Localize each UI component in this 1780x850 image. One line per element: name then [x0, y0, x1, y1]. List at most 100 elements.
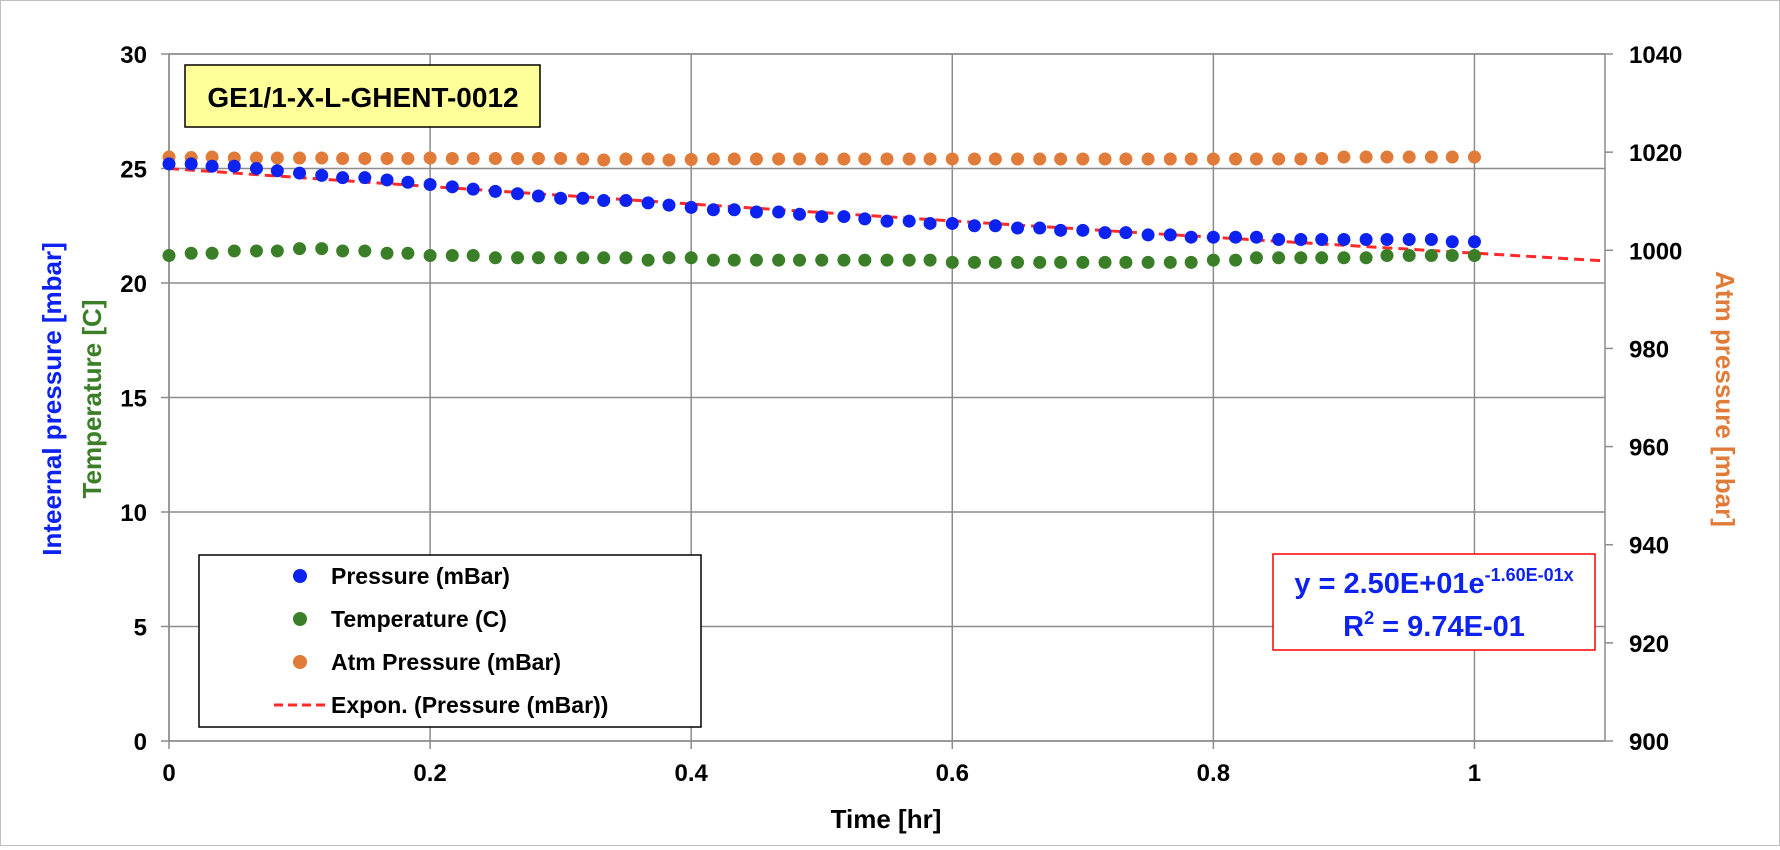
- point-temperature-c: [576, 251, 590, 265]
- point-temperature-c: [336, 244, 350, 258]
- x-tick-label: 0.2: [413, 760, 446, 787]
- point-temperature-c: [1033, 255, 1047, 269]
- point-atm-pressure-mbar: [423, 151, 437, 165]
- point-atm-pressure-mbar: [1294, 152, 1308, 166]
- point-temperature-c: [749, 253, 763, 267]
- point-temperature-c: [1163, 255, 1177, 269]
- point-temperature-c: [1380, 249, 1394, 263]
- y-left-tick-label: 15: [120, 386, 147, 413]
- point-atm-pressure-mbar: [706, 152, 720, 166]
- point-pressure-mbar: [1098, 226, 1112, 240]
- legend-label: Atm Pressure (mBar): [331, 649, 561, 675]
- point-temperature-c: [554, 251, 568, 265]
- point-temperature-c: [184, 246, 198, 260]
- y-left-tick-label: 25: [120, 157, 147, 184]
- point-pressure-mbar: [336, 171, 350, 185]
- point-temperature-c: [445, 249, 459, 263]
- x-tick-label: 0.4: [674, 760, 708, 787]
- y-left-tick-label: 20: [120, 271, 147, 298]
- tick-labels: 0510152025309009209409609801000102010400…: [120, 42, 1682, 787]
- point-atm-pressure-mbar: [315, 151, 329, 165]
- point-pressure-mbar: [162, 157, 176, 171]
- point-temperature-c: [967, 255, 981, 269]
- legend: Pressure (mBar) Temperature (C) Atm Pressu…: [198, 554, 702, 728]
- point-atm-pressure-mbar: [1359, 150, 1373, 164]
- point-pressure-mbar: [1402, 232, 1416, 246]
- point-temperature-c: [511, 251, 525, 265]
- point-pressure-mbar: [880, 214, 894, 228]
- point-temperature-c: [858, 253, 872, 267]
- point-atm-pressure-mbar: [511, 152, 525, 166]
- point-atm-pressure-mbar: [902, 152, 916, 166]
- point-atm-pressure-mbar: [945, 152, 959, 166]
- point-temperature-c: [727, 253, 741, 267]
- x-tick-label: 0.8: [1197, 760, 1230, 787]
- r-squared-value: = 9.74E-01: [1374, 611, 1525, 643]
- point-pressure-mbar: [945, 216, 959, 230]
- point-pressure-mbar: [184, 157, 198, 171]
- y-right-tick-label: 980: [1629, 336, 1669, 363]
- point-pressure-mbar: [749, 205, 763, 219]
- point-pressure-mbar: [1229, 230, 1243, 244]
- point-pressure-mbar: [684, 200, 698, 214]
- title-box-text: GE1/1-X-L-GHENT-0012: [207, 82, 518, 113]
- x-tick-label: 0.6: [936, 760, 969, 787]
- point-temperature-c: [988, 255, 1002, 269]
- point-atm-pressure-mbar: [1011, 152, 1025, 166]
- point-pressure-mbar: [923, 216, 937, 230]
- point-pressure-mbar: [815, 210, 829, 224]
- point-atm-pressure-mbar: [837, 152, 851, 166]
- point-pressure-mbar: [488, 184, 502, 198]
- point-temperature-c: [1098, 255, 1112, 269]
- point-pressure-mbar: [1359, 232, 1373, 246]
- trendline-r-squared: R2 = 9.74E-01: [1343, 608, 1525, 643]
- point-temperature-c: [793, 253, 807, 267]
- x-tick-label: 0: [162, 760, 175, 787]
- trendline-equation: y = 2.50E+01e-1.60E-01x: [1294, 565, 1573, 600]
- point-atm-pressure-mbar: [1445, 150, 1459, 164]
- point-atm-pressure-mbar: [1402, 150, 1416, 164]
- point-pressure-mbar: [793, 207, 807, 221]
- point-atm-pressure-mbar: [641, 152, 655, 166]
- point-atm-pressure-mbar: [1054, 152, 1068, 166]
- point-temperature-c: [923, 253, 937, 267]
- point-temperature-c: [1119, 255, 1133, 269]
- point-pressure-mbar: [988, 219, 1002, 233]
- point-pressure-mbar: [1011, 221, 1025, 235]
- point-atm-pressure-mbar: [358, 152, 372, 166]
- x-axis-label: Time [hr]: [831, 804, 942, 834]
- point-temperature-c: [1054, 255, 1068, 269]
- point-atm-pressure-mbar: [576, 152, 590, 166]
- point-atm-pressure-mbar: [684, 153, 698, 167]
- point-pressure-mbar: [772, 205, 786, 219]
- point-atm-pressure-mbar: [597, 153, 611, 167]
- y-left-tick-label: 30: [120, 42, 147, 69]
- point-pressure-mbar: [1424, 232, 1438, 246]
- point-atm-pressure-mbar: [967, 152, 981, 166]
- point-atm-pressure-mbar: [772, 152, 786, 166]
- point-atm-pressure-mbar: [1249, 152, 1263, 166]
- point-atm-pressure-mbar: [727, 152, 741, 166]
- point-atm-pressure-mbar: [1467, 150, 1481, 164]
- point-temperature-c: [1402, 249, 1416, 263]
- point-atm-pressure-mbar: [1141, 152, 1155, 166]
- point-pressure-mbar: [205, 159, 219, 173]
- y-left-tick-label: 5: [134, 615, 147, 642]
- point-atm-pressure-mbar: [1206, 152, 1220, 166]
- point-temperature-c: [1359, 251, 1373, 265]
- point-temperature-c: [1294, 251, 1308, 265]
- point-pressure-mbar: [1141, 228, 1155, 242]
- point-pressure-mbar: [380, 173, 394, 187]
- point-atm-pressure-mbar: [1315, 152, 1329, 166]
- point-pressure-mbar: [597, 194, 611, 208]
- point-atm-pressure-mbar: [619, 152, 633, 166]
- point-temperature-c: [380, 246, 394, 260]
- y-right-tick-label: 1040: [1629, 42, 1682, 69]
- point-atm-pressure-mbar: [749, 152, 763, 166]
- point-atm-pressure-mbar: [401, 152, 415, 166]
- point-pressure-mbar: [293, 166, 307, 180]
- data-points: [162, 150, 1481, 269]
- point-temperature-c: [880, 253, 894, 267]
- point-pressure-mbar: [315, 168, 329, 182]
